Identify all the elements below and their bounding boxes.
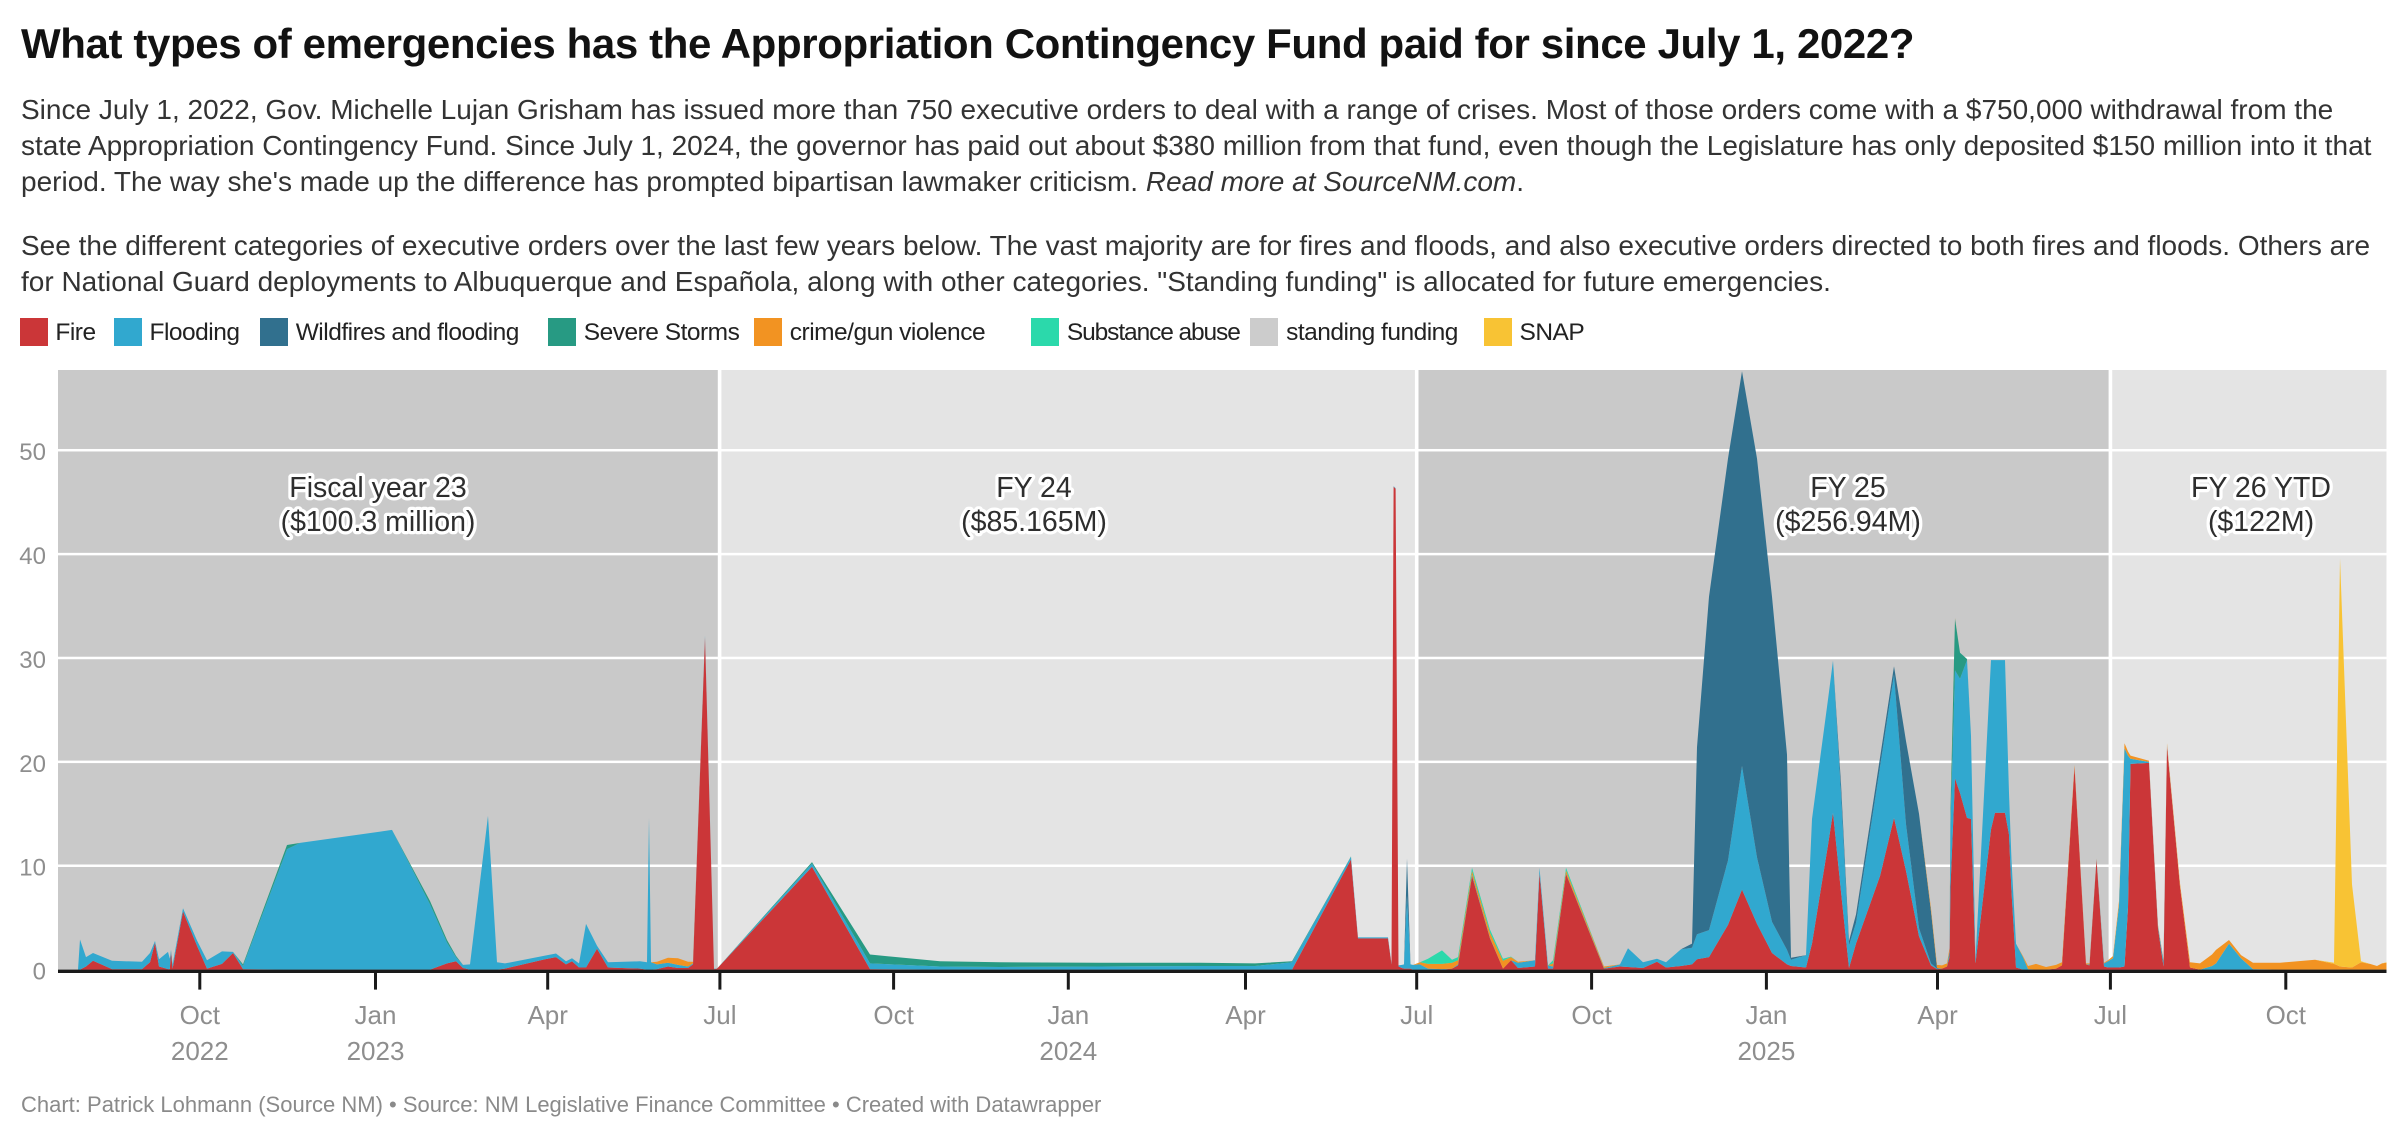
svg-text:FY 24: FY 24 (996, 472, 1072, 504)
svg-text:30: 30 (19, 647, 46, 674)
svg-text:20: 20 (19, 751, 46, 778)
svg-text:Jul: Jul (703, 1000, 736, 1030)
svg-text:Apr: Apr (1917, 1000, 1958, 1030)
svg-text:Jul: Jul (1400, 1000, 1433, 1030)
svg-text:2023: 2023 (347, 1036, 405, 1066)
svg-text:0: 0 (33, 959, 46, 986)
svg-text:Oct: Oct (2266, 1000, 2307, 1030)
svg-text:2024: 2024 (1039, 1036, 1097, 1066)
svg-text:FY 26 YTD: FY 26 YTD (2191, 472, 2331, 504)
svg-text:Jul: Jul (2094, 1000, 2127, 1030)
svg-text:Oct: Oct (180, 1000, 221, 1030)
svg-text:2025: 2025 (1737, 1036, 1795, 1066)
svg-text:($85.165M): ($85.165M) (961, 506, 1107, 538)
svg-text:10: 10 (19, 855, 46, 882)
svg-text:Jan: Jan (1745, 1000, 1787, 1030)
svg-text:Oct: Oct (1571, 1000, 1612, 1030)
svg-text:40: 40 (19, 543, 46, 570)
svg-text:2022: 2022 (171, 1036, 229, 1066)
svg-text:Fiscal year 23: Fiscal year 23 (289, 472, 466, 504)
svg-text:Jan: Jan (355, 1000, 397, 1030)
svg-text:50: 50 (19, 439, 46, 466)
svg-text:($256.94M): ($256.94M) (1775, 506, 1921, 538)
svg-text:($100.3 million): ($100.3 million) (281, 506, 476, 538)
svg-text:Oct: Oct (873, 1000, 914, 1030)
svg-text:Apr: Apr (527, 1000, 568, 1030)
svg-text:($122M): ($122M) (2208, 506, 2314, 538)
svg-text:Jan: Jan (1047, 1000, 1089, 1030)
svg-text:Apr: Apr (1225, 1000, 1266, 1030)
svg-text:FY 25: FY 25 (1810, 472, 1886, 504)
